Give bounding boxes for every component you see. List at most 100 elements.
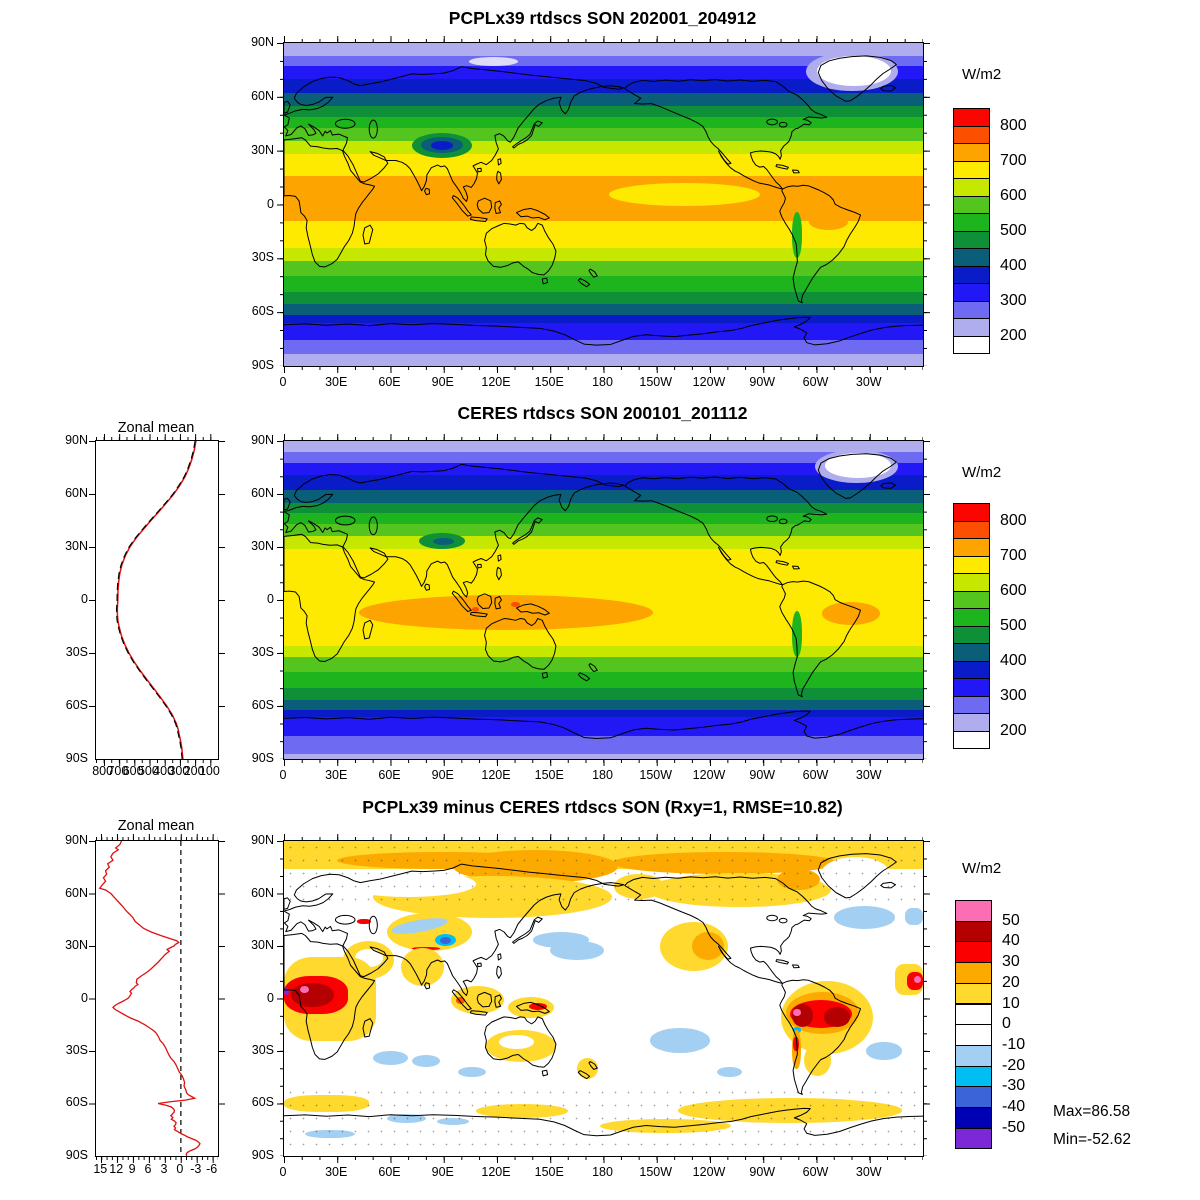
contour-band (284, 699, 923, 711)
tick-label: 90S (251, 358, 274, 372)
contour-band (284, 548, 923, 646)
colorbar-label: 300 (1000, 291, 1027, 309)
tick-label: 30N (251, 142, 274, 157)
tick-label: -3 (190, 1162, 202, 1176)
tick-label: 90S (65, 1148, 88, 1162)
map-pcplx39 (277, 36, 930, 373)
contour-band (284, 105, 923, 117)
colorbar-label: 800 (1000, 116, 1027, 134)
tick-label: 30E (325, 768, 348, 782)
colorbar-label: -40 (1002, 1098, 1026, 1115)
contour-feature (599, 1119, 732, 1134)
colorbar-box (953, 538, 990, 557)
tick-label: 60S (65, 697, 88, 712)
tick-label: 30N (65, 538, 88, 553)
tick-label: 0 (279, 1165, 287, 1179)
colorbar-box (953, 178, 990, 197)
tick-label: 150E (534, 375, 564, 389)
contour-band (284, 339, 923, 355)
tick-label: 90N (65, 433, 88, 447)
colorbar-label: 400 (1000, 651, 1027, 669)
tick-label: 60E (378, 375, 401, 389)
contour-band (284, 322, 923, 340)
colorbar1-units: W/m2 (962, 66, 1002, 83)
tick-label: 150E (534, 1165, 564, 1179)
tick-label: 90E (431, 1165, 454, 1179)
map1-lon-axis: 0 30E 60E 90E 120E 150E 180 150W 120W 90W 60W 30W (279, 375, 922, 391)
tick-label: 0 (81, 592, 88, 606)
colorbar-label: 0 (1002, 1015, 1011, 1033)
map-field (284, 441, 923, 759)
contour-band (284, 645, 923, 658)
colorbar-box (953, 503, 990, 522)
contour-band (284, 55, 923, 67)
tick-label: 60N (251, 88, 274, 103)
colorbar-box (955, 1127, 992, 1150)
stipple-overlay (284, 841, 923, 903)
tick-label: 60S (251, 304, 274, 319)
colorbar-label: 800 (1000, 511, 1027, 529)
tick-label: 180 (592, 768, 613, 782)
tick-label: 60W (802, 768, 829, 782)
tick-label: 120W (692, 768, 726, 782)
series-pcplx39-minus-ceres (100, 841, 200, 1156)
colorbar-box (955, 982, 992, 1005)
contour-feature (431, 140, 453, 150)
tick-label: 30S (65, 645, 88, 659)
tick-label: 150E (534, 768, 564, 782)
tick-label: 90W (749, 768, 776, 782)
map-ceres (277, 434, 930, 766)
colorbar-box (955, 900, 992, 922)
tick-label: 0 (267, 196, 274, 211)
contour-feature (678, 1098, 902, 1123)
zonal-mean-chart (96, 841, 218, 1156)
colorbar-box (955, 1065, 992, 1088)
colorbar-box (953, 625, 990, 644)
tick-label: 400 (153, 764, 175, 778)
contour-feature (468, 57, 519, 67)
max-value: Max=86.58 (1053, 1103, 1131, 1120)
colorbar-box (953, 695, 990, 714)
tick-label: 90S (65, 751, 88, 765)
series-ceres (117, 441, 196, 759)
colorbar-label: -30 (1002, 1077, 1026, 1095)
tick-label: -6 (206, 1162, 218, 1176)
tick-label: 30W (855, 1165, 882, 1179)
contour-feature (284, 988, 290, 995)
contour-band (284, 688, 923, 700)
tick-label: 30S (251, 1043, 274, 1057)
colorbar-box (955, 1024, 992, 1046)
map3-lon-axis: 0 30E 60E 90E 120E 150E 180 150W 120W 90W 60W 30W (279, 1165, 922, 1181)
contour-feature (820, 856, 892, 894)
map2-lon-axis: 0 30E 60E 90E 120E 150E 180 150W 120W 90W 60W 30W (280, 768, 922, 784)
tick-label: 0 (279, 375, 287, 389)
tick-label: 15 (93, 1162, 108, 1176)
colorbar2-units: W/m2 (962, 464, 1002, 481)
contour-feature (305, 1129, 355, 1139)
tick-label: 120E (481, 1165, 511, 1179)
tick-label: 12 (109, 1162, 124, 1176)
map-field (284, 841, 923, 1156)
tick-label: 120E (481, 768, 511, 782)
contour-feature (804, 1044, 831, 1076)
contour-feature (436, 1117, 469, 1125)
colorbar-box (953, 335, 990, 354)
tick-label: 60S (65, 1095, 88, 1110)
tick-label: 150W (639, 1165, 673, 1179)
panel1-title: PCPLx39 rtdscs SON 202001_204912 (448, 8, 757, 28)
contour-band (284, 354, 923, 366)
colorbar-label: -50 (1002, 1118, 1026, 1136)
contour-band (284, 175, 923, 221)
colorbar-box (953, 643, 990, 662)
tick-label: 30S (251, 645, 274, 659)
contour-band (284, 463, 923, 476)
contour-feature (777, 869, 821, 890)
colorbar-label: 10 (1002, 994, 1020, 1012)
colorbar-box (953, 108, 990, 127)
contour-band (284, 475, 923, 491)
contour-feature (528, 1002, 547, 1010)
map-difference (277, 834, 930, 1163)
zonal-mean-chart (96, 441, 218, 759)
zonal2-x-axis: 800 700 600 500 400 300 200 100 (92, 764, 220, 780)
contour-feature (608, 182, 760, 207)
